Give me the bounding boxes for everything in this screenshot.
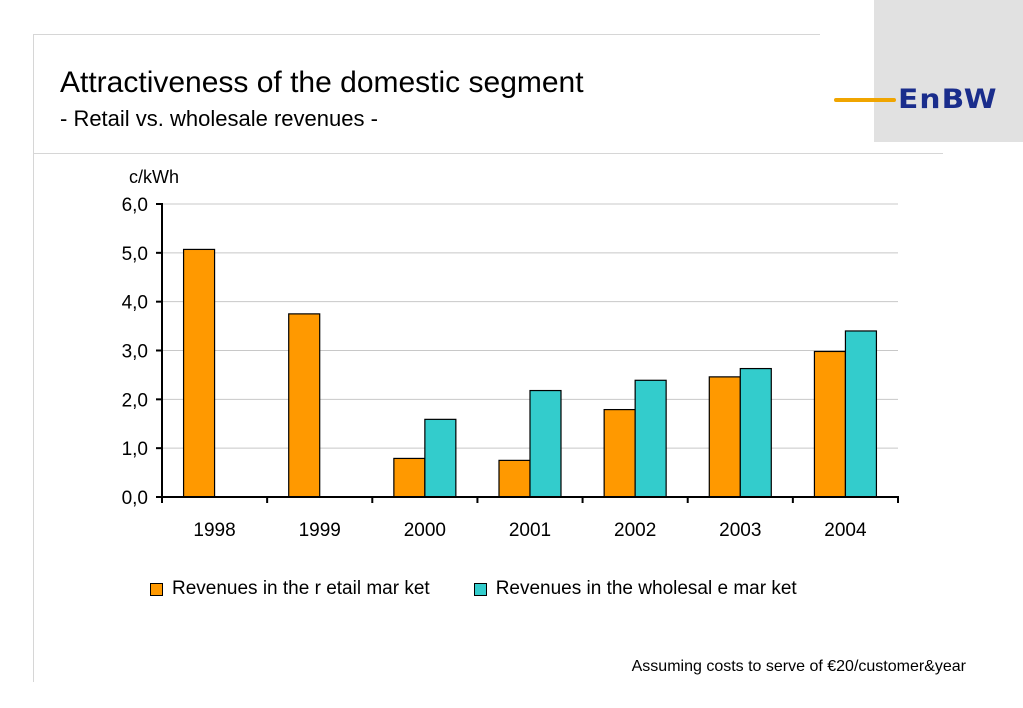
- x-tick-label: 2002: [614, 520, 656, 541]
- legend-swatch: [150, 582, 163, 596]
- bar-wholesale-2002: [634, 379, 667, 498]
- enbw-logo: EnBW: [898, 84, 998, 115]
- bar-retail-1999: [288, 313, 321, 498]
- y-tick-label: 4,0: [122, 293, 148, 314]
- header-top-rule: [33, 34, 820, 35]
- y-axis-label: c/kWh: [129, 167, 179, 187]
- legend-item-retail: Revenues in the r etail mar ket: [150, 578, 430, 600]
- bar-retail-2001: [498, 459, 531, 498]
- y-tick-label: 6,0: [122, 195, 148, 216]
- bar-wholesale-2004: [844, 330, 878, 498]
- y-tick-label: 1,0: [122, 439, 148, 460]
- logo-panel: [874, 0, 1023, 142]
- x-tick-label: 2004: [824, 520, 867, 541]
- bar-wholesale-2003: [739, 367, 772, 498]
- x-tick-label: 2000: [404, 520, 446, 541]
- x-tick-label: 1998: [193, 520, 235, 541]
- footnote: Assuming costs to serve of €20/customer&…: [631, 658, 966, 675]
- y-tick-label: 0,0: [122, 488, 148, 509]
- bar-retail-2000: [393, 457, 426, 498]
- x-tick-label: 2001: [509, 520, 551, 541]
- chart-legend: Revenues in the r etail mar ket Revenues …: [150, 578, 797, 600]
- bar-retail-2002: [603, 408, 636, 498]
- page-title: Attractiveness of the domestic segment: [60, 66, 584, 99]
- page-subtitle: - Retail vs. wholesale revenues -: [60, 106, 378, 131]
- legend-label: Revenues in the wholesal e mar ket: [495, 578, 797, 599]
- y-tick-label: 2,0: [122, 390, 148, 411]
- bar-wholesale-2001: [529, 389, 562, 498]
- bar-retail-2003: [708, 376, 741, 498]
- left-rule: [33, 34, 34, 682]
- legend-label: Revenues in the r etail mar ket: [172, 578, 430, 599]
- bar-wholesale-2000: [424, 418, 457, 498]
- x-tick-label: 2003: [719, 520, 761, 541]
- y-tick-label: 5,0: [122, 244, 148, 265]
- x-tick-label: 1999: [299, 520, 341, 541]
- legend-item-wholesale: Revenues in the wholesal e mar ket: [473, 578, 797, 600]
- bar-retail-1998: [182, 248, 216, 498]
- header-bottom-rule: [33, 153, 943, 154]
- legend-swatch: [473, 582, 487, 596]
- logo-accent-bar: [834, 98, 896, 102]
- bar-retail-2004: [813, 350, 847, 498]
- y-tick-label: 3,0: [122, 342, 148, 363]
